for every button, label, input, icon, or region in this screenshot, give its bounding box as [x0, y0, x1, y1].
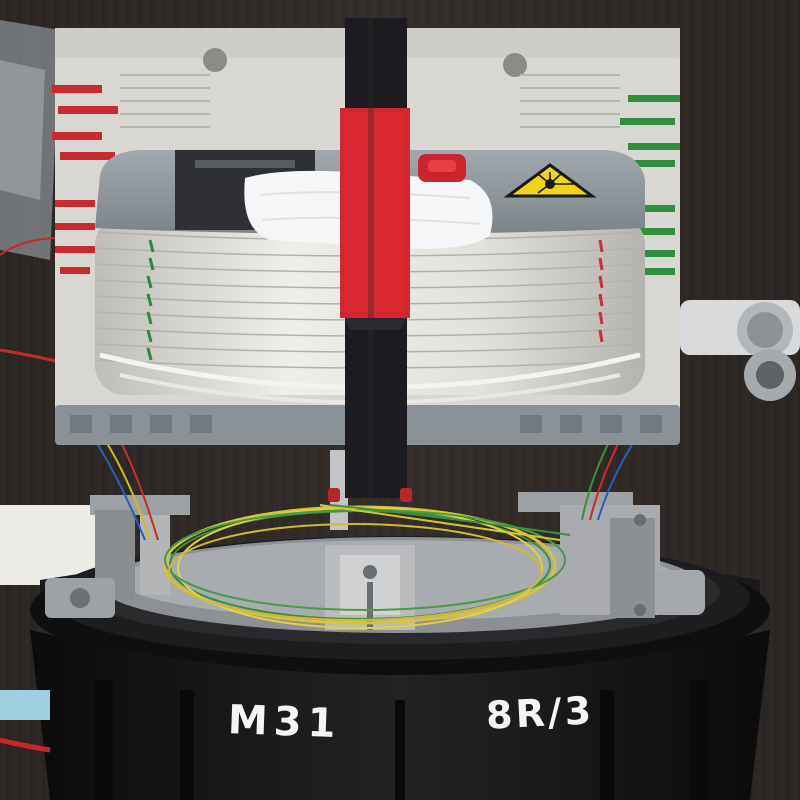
white-sleeve [0, 505, 95, 585]
tray-wires [94, 439, 636, 541]
marking-left: M31 [227, 697, 342, 747]
red-wire [0, 348, 61, 364]
laser-warning-icon [503, 163, 597, 198]
plastic-bag [0, 20, 60, 260]
right-port-clamp [518, 492, 705, 618]
strap-clips [328, 488, 412, 502]
velcro-strap [340, 18, 410, 498]
fiber-loops [163, 504, 571, 629]
keys [680, 300, 800, 401]
blue-tag [0, 690, 50, 720]
marking-right: 8R/3 [485, 688, 595, 738]
red-release-button [418, 154, 466, 182]
left-fiber-tabs [52, 85, 118, 274]
right-fiber-tabs [620, 95, 680, 275]
